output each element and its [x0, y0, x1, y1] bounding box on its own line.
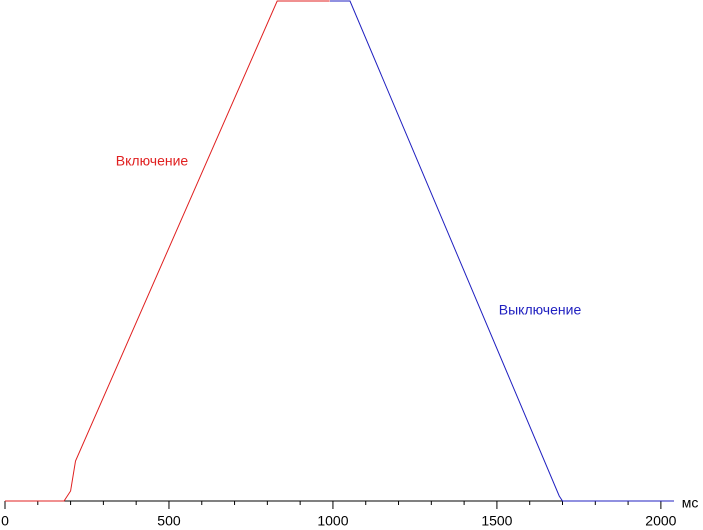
series-line [329, 0, 674, 502]
x-axis-label: мс [682, 495, 699, 511]
x-tick-label: 500 [157, 513, 181, 529]
series-label: Выключение [499, 302, 582, 318]
x-tick-label: 0 [1, 513, 9, 529]
series-label: Включение [116, 153, 189, 169]
series-line [5, 0, 330, 502]
x-tick-label: 2000 [645, 513, 676, 529]
x-tick-label: 1500 [481, 513, 512, 529]
x-tick-label: 1000 [317, 513, 348, 529]
